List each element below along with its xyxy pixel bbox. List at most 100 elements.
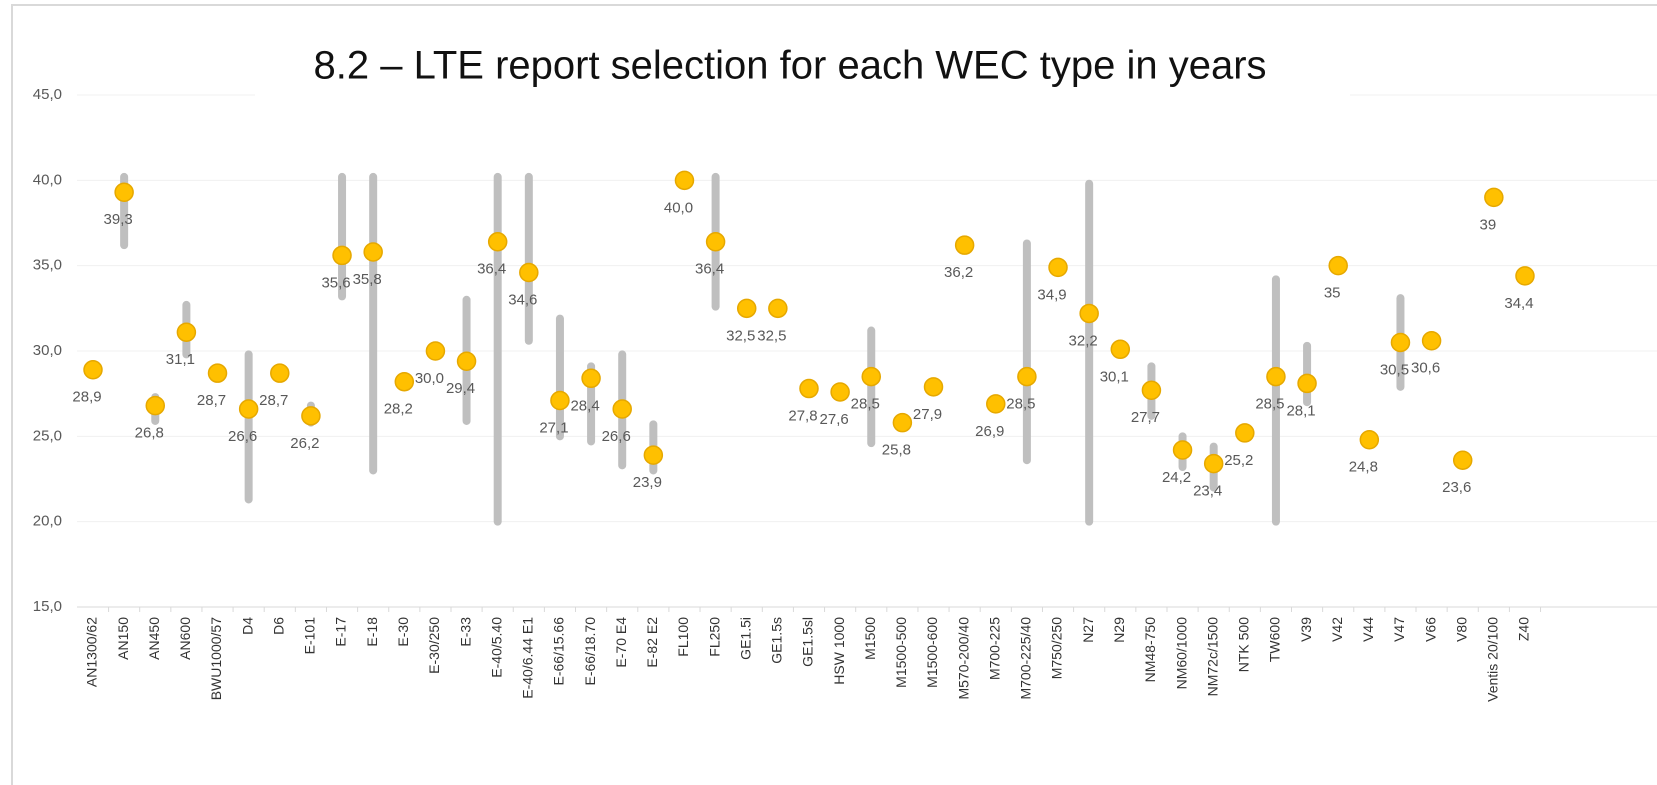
y-tick-label: 20,0 <box>33 513 62 530</box>
data-label: 26,6 <box>228 428 257 445</box>
data-label: 28,5 <box>1255 396 1284 413</box>
data-point <box>176 322 197 342</box>
data-label: 27,1 <box>539 419 568 436</box>
data-point <box>1048 257 1068 278</box>
x-tick-label: E-101 <box>302 617 318 655</box>
data-point <box>674 170 695 191</box>
data-label: 30,0 <box>415 370 444 387</box>
data-label: 34,6 <box>508 291 537 308</box>
data-label: 26,8 <box>135 425 164 442</box>
data-label: 32,5 <box>726 327 755 344</box>
x-tick-label: E-82 E2 <box>644 617 660 668</box>
x-tick-label: E-66/15.66 <box>551 617 567 686</box>
data-point <box>1390 332 1411 353</box>
x-tick-label: NM72c/1500 <box>1204 617 1220 697</box>
data-point <box>1359 429 1380 450</box>
data-label: 23,9 <box>633 474 662 491</box>
x-tick-label: AN1300/62 <box>84 617 100 687</box>
data-point <box>1079 303 1099 324</box>
x-tick-label: V42 <box>1329 617 1345 642</box>
data-label: 31,1 <box>166 351 195 368</box>
data-point <box>238 399 259 419</box>
data-point <box>519 262 539 283</box>
x-tick-label: FL100 <box>675 617 691 657</box>
x-tick-label: GE1.5sl <box>800 617 816 667</box>
title-background <box>255 38 1350 100</box>
data-point <box>954 235 975 255</box>
data-label: 35 <box>1324 285 1341 302</box>
data-label: 32,5 <box>757 327 786 344</box>
data-label: 39,3 <box>104 211 133 228</box>
data-label: 26,6 <box>602 428 631 445</box>
data-label: 27,8 <box>788 408 817 425</box>
data-point <box>332 245 352 266</box>
data-point <box>1484 187 1504 208</box>
data-point <box>736 298 757 319</box>
x-tick-label: V47 <box>1391 617 1407 642</box>
data-label: 28,5 <box>851 396 880 413</box>
x-tick-label: M700-225 <box>986 617 1002 680</box>
data-label: 28,9 <box>72 389 101 406</box>
x-tick-label: M1500-600 <box>924 617 940 688</box>
data-point <box>145 395 166 416</box>
data-point <box>1203 453 1224 474</box>
x-tick-label: V80 <box>1453 617 1469 642</box>
data-point <box>799 378 819 399</box>
data-label: 24,2 <box>1162 469 1191 486</box>
x-tick-label: HSW 1000 <box>831 617 847 685</box>
x-tick-label: Ventis 20/100 <box>1485 617 1501 702</box>
data-label: 26,9 <box>975 423 1004 440</box>
data-point <box>487 232 508 252</box>
data-label: 26,2 <box>290 435 319 452</box>
x-tick-label: E-17 <box>333 617 349 647</box>
data-label: 27,9 <box>913 406 942 423</box>
data-point <box>207 363 228 383</box>
data-point <box>1172 440 1193 460</box>
chart-title: 8.2 – LTE report selection for each WEC … <box>313 44 1266 88</box>
data-label: 35,6 <box>321 274 350 291</box>
x-tick-label: E-70 E4 <box>613 617 629 668</box>
data-label: 25,8 <box>882 442 911 459</box>
x-tick-label: N27 <box>1080 617 1096 643</box>
data-point <box>923 377 944 397</box>
data-point <box>270 363 290 383</box>
x-tick-label: TW600 <box>1267 617 1283 662</box>
data-label: 27,7 <box>1131 409 1160 426</box>
data-point <box>581 368 601 389</box>
data-point <box>1515 266 1535 286</box>
x-tick-label: GE1.5i <box>737 617 753 660</box>
data-point <box>83 360 103 380</box>
data-label: 30,6 <box>1411 360 1440 377</box>
x-tick-label: E-30/250 <box>426 617 442 674</box>
data-point <box>861 366 881 387</box>
x-tick-label: E-66/18.70 <box>582 617 598 686</box>
x-tick-label: M1500 <box>862 617 878 660</box>
data-label: 30,1 <box>1100 368 1129 385</box>
data-label: 28,2 <box>384 401 413 418</box>
x-tick-label: AN450 <box>146 617 162 660</box>
x-tick-label: NM48-750 <box>1142 617 1158 683</box>
data-point <box>456 351 477 371</box>
x-tick-label: E-30 <box>395 617 411 647</box>
data-point <box>1141 380 1162 401</box>
x-tick-label: E-40/5.40 <box>488 617 504 678</box>
data-point <box>114 182 134 203</box>
data-point <box>1297 373 1317 394</box>
data-label: 23,4 <box>1193 483 1222 500</box>
data-label: 32,2 <box>1069 332 1098 349</box>
x-tick-label: M570-200/40 <box>955 617 971 700</box>
data-label: 29,4 <box>446 380 475 397</box>
x-tick-label: AN600 <box>177 617 193 660</box>
data-point <box>363 242 383 262</box>
data-point <box>1452 450 1473 470</box>
x-tick-label: V66 <box>1422 617 1438 642</box>
data-point <box>301 406 321 426</box>
data-label: 28,5 <box>1006 396 1035 413</box>
x-tick-label: M750/250 <box>1049 617 1065 679</box>
data-label: 28,1 <box>1286 402 1315 419</box>
data-point <box>1328 255 1348 276</box>
x-tick-label: NTK 500 <box>1236 617 1252 672</box>
x-tick-label: BWU1000/57 <box>208 617 224 700</box>
data-label: 24,8 <box>1349 459 1378 476</box>
data-label: 35,8 <box>353 271 382 288</box>
